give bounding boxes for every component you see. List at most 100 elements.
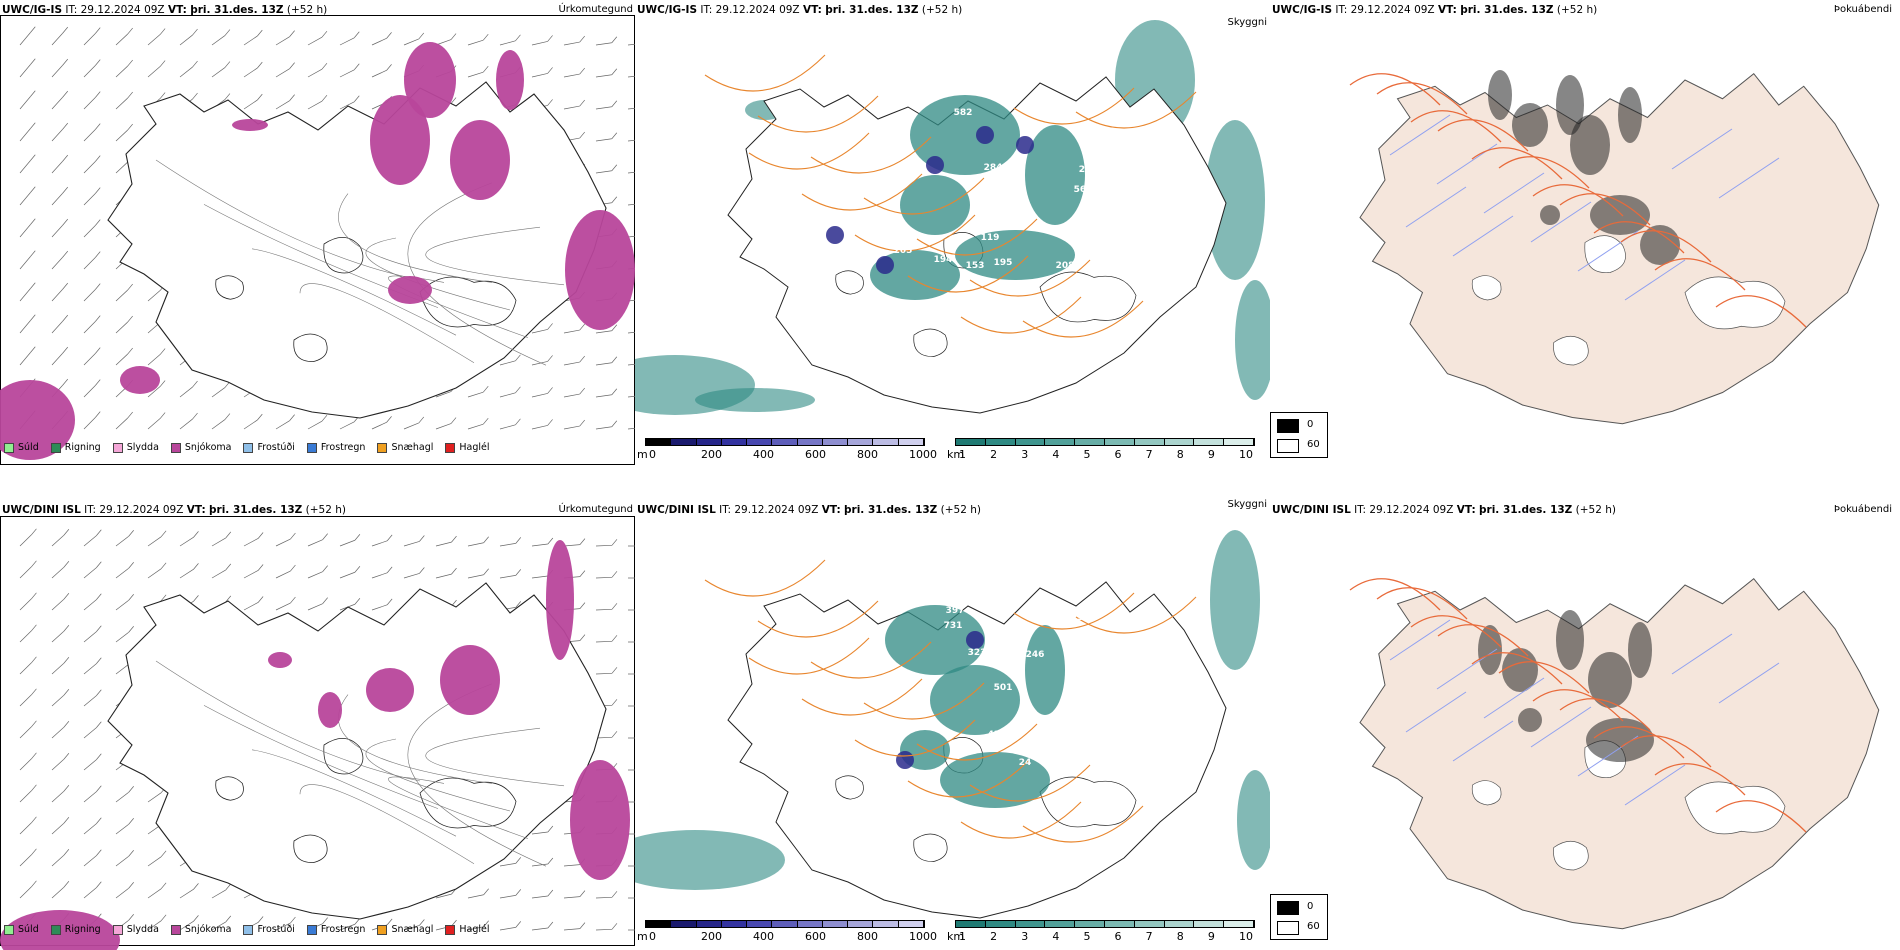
colorbar-cell	[1104, 921, 1135, 927]
legend-swatch	[170, 442, 181, 453]
legend-label: Snjókoma	[184, 442, 232, 453]
fog-legend-swatch	[1277, 419, 1299, 433]
colorbar-tick: 0	[649, 930, 656, 943]
fog-legend-swatch	[1277, 921, 1299, 935]
precip-legend-item: Snjókoma	[170, 442, 232, 453]
legend-swatch	[377, 924, 388, 935]
colorbar-unit: km	[947, 930, 965, 943]
legend-swatch	[377, 442, 388, 453]
ceiling-value-label: 582	[954, 108, 973, 118]
colorbar-cell	[898, 439, 924, 445]
row1-fog-legend: 0 60	[1270, 412, 1328, 458]
ceiling-value-label: 153	[966, 261, 985, 271]
colorbar-cell	[721, 439, 748, 445]
colorbar-cell	[1224, 439, 1254, 445]
colorbar-cell	[1134, 921, 1165, 927]
row2-fog-panel: UWC/DINI ISL IT: 29.12.2024 09Z VT: þri.…	[1270, 480, 1900, 950]
colorbar-tick: 2	[990, 448, 998, 461]
precip-legend-item: Snæhagl	[377, 924, 433, 935]
colorbar-tick: 600	[805, 930, 826, 943]
colorbar-cell	[985, 921, 1016, 927]
colorbar-cell	[1194, 439, 1225, 445]
precip-legend-item: Slydda	[112, 442, 159, 453]
row2-visibility-scale: km 1 2 3 4 5 6 7 8 9 10	[945, 920, 1265, 944]
colorbar-tick: 10	[1239, 930, 1253, 943]
precip-legend-item: Snæhagl	[377, 442, 433, 453]
colorbar-tick: 800	[857, 930, 878, 943]
colorbar-tick: 800	[857, 448, 878, 461]
row1-precip-legend: Súld Rigning Slydda Snjókoma Frostúði Frostre…	[4, 442, 502, 453]
ceiling-value-label: 195	[994, 258, 1013, 268]
colorbar-unit: m	[637, 448, 648, 461]
ceiling-value-label: 427	[988, 730, 1007, 740]
legend-label: Rigning	[64, 924, 101, 935]
colorbar-tick: 3	[1021, 930, 1029, 943]
colorbar-tick: 5	[1083, 930, 1091, 943]
fog-legend-label: 60	[1307, 921, 1320, 932]
ceiling-value-label: 564	[1074, 185, 1093, 195]
legend-label: Frostúði	[257, 924, 295, 935]
colorbar-cell	[797, 921, 823, 927]
ceiling-value-label: 24	[1019, 758, 1032, 768]
row1-fog-panel: UWC/IG-IS IT: 29.12.2024 09Z VT: þri. 31…	[1270, 0, 1900, 470]
fog-legend-swatch	[1277, 439, 1299, 453]
row2-precip-title: Úrkomutegund	[558, 504, 633, 515]
precip-legend-item: Frostregn	[306, 924, 365, 935]
fog-legend-label: 60	[1307, 439, 1320, 450]
colorbar-cell	[848, 439, 874, 445]
colorbar-tick: 1000	[909, 448, 937, 461]
colorbar-cell	[671, 439, 697, 445]
colorbar-tick: 9	[1207, 930, 1215, 943]
legend-swatch	[170, 924, 181, 935]
legend-label: Súld	[18, 442, 39, 453]
legend-label: Haglél	[459, 924, 490, 935]
colorbar-tick: 1	[959, 448, 966, 461]
row1-vis-panel: UWC/IG-IS IT: 29.12.2024 09Z VT: þri. 31…	[635, 0, 1270, 470]
ceiling-value-label: 850	[984, 176, 1003, 186]
precip-legend-item: Frostúði	[243, 924, 295, 935]
ceiling-value-label: 24	[1079, 165, 1092, 175]
colorbar-cell	[1045, 921, 1076, 927]
row1-vis-map: 582 284 850 537 195 119 205 194 153 195 208 564 24 85	[635, 20, 1270, 415]
colorbar-tick: 1	[959, 930, 966, 943]
row2-fog-title: Þokuábendi	[1833, 504, 1892, 515]
row1-precip-map-frame	[0, 15, 635, 465]
legend-label: Súld	[18, 924, 39, 935]
row1-fog-title: Þokuábendi	[1833, 4, 1892, 15]
colorbar-tick: 2	[990, 930, 998, 943]
colorbar	[955, 438, 1255, 446]
row1-fog-map	[1349, 70, 1880, 425]
row1-precip-title: Úrkomutegund	[558, 4, 633, 15]
colorbar-tick: 9	[1207, 448, 1215, 461]
row2-ceiling-scale: m 0 200 400 600 800 1000	[635, 920, 937, 944]
colorbar-cell	[1164, 439, 1195, 445]
ceiling-value-label: 85	[1085, 143, 1098, 153]
row2-precip-header: UWC/DINI ISL IT: 29.12.2024 09Z VT: þri.…	[2, 504, 346, 516]
colorbar-cell	[696, 921, 722, 927]
colorbar-cell	[1194, 921, 1225, 927]
colorbar-cell	[1164, 921, 1195, 927]
colorbar-tick: 8	[1176, 448, 1184, 461]
colorbar-cell	[721, 921, 748, 927]
row2-fog-legend: 0 60	[1270, 894, 1328, 940]
row1-precip-header: UWC/IG-IS IT: 29.12.2024 09Z VT: þri. 31…	[2, 4, 328, 16]
legend-label: Haglél	[459, 442, 490, 453]
row1-visibility-scale: km 1 2 3 4 5 6 7 8 9 10	[945, 438, 1265, 462]
row1-ceiling-scale: m 0 200 400 600 800 1000	[635, 438, 937, 462]
legend-label: Rigning	[64, 442, 101, 453]
colorbar-cell	[848, 921, 874, 927]
fog-legend-label: 0	[1307, 901, 1314, 912]
legend-label: Slydda	[126, 924, 159, 935]
row1-vis-header: UWC/IG-IS IT: 29.12.2024 09Z VT: þri. 31…	[637, 4, 963, 16]
colorbar	[645, 920, 925, 928]
colorbar-tick: 200	[701, 448, 722, 461]
precip-legend-item: Súld	[4, 442, 39, 453]
colorbar-cell	[1015, 439, 1046, 445]
ceiling-value-label: 397	[946, 606, 965, 616]
colorbar-cell	[696, 439, 722, 445]
colorbar-cell	[1134, 439, 1165, 445]
colorbar-tick: 400	[753, 448, 774, 461]
colorbar-cell	[747, 921, 773, 927]
row2-vis-panel: UWC/DINI ISL IT: 29.12.2024 09Z VT: þri.…	[635, 480, 1270, 950]
colorbar-tick: 7	[1145, 448, 1153, 461]
